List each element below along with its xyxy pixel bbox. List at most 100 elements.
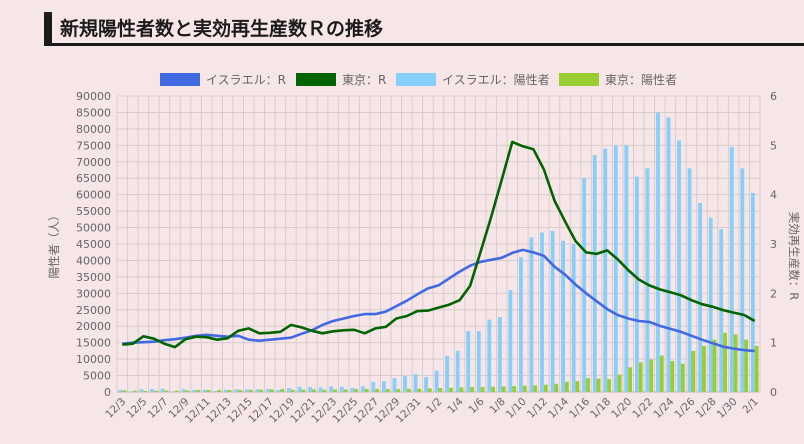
bar-tokyo-cases: [417, 388, 422, 392]
bar-israel-cases: [308, 387, 313, 392]
x-tick-label: 1/14: [546, 395, 571, 420]
bar-tokyo-cases: [196, 390, 200, 392]
bar-tokyo-cases: [617, 374, 622, 392]
y-tick-label-left: 60000: [76, 189, 111, 202]
bar-israel-cases: [192, 390, 197, 392]
bar-israel-cases: [297, 386, 302, 392]
bar-tokyo-cases: [638, 362, 643, 392]
x-tick-label: 1/20: [609, 396, 634, 421]
y-tick-label-left: 50000: [76, 222, 111, 235]
y-tick-label-left: 45000: [76, 238, 111, 251]
bar-israel-cases: [339, 386, 344, 392]
bar-israel-cases: [223, 389, 228, 392]
bar-israel-cases: [561, 240, 565, 392]
bar-israel-cases: [677, 140, 681, 392]
y-tick-label-left: 0: [104, 386, 111, 399]
bar-tokyo-cases: [438, 388, 443, 392]
bar-israel-cases: [666, 117, 671, 392]
x-tick-label: 12/3: [103, 396, 128, 421]
bar-tokyo-cases: [385, 389, 390, 392]
bar-tokyo-cases: [164, 390, 169, 392]
y-tick-label-left: 65000: [76, 172, 111, 185]
bar-israel-cases: [656, 112, 660, 392]
bar-israel-cases: [455, 350, 460, 392]
bar-tokyo-cases: [522, 385, 527, 392]
bar-israel-cases: [392, 378, 397, 392]
y-tick-label-left: 75000: [76, 139, 111, 152]
bar-tokyo-cases: [153, 390, 158, 392]
bar-israel-cases: [592, 155, 597, 392]
bar-tokyo-cases: [607, 379, 611, 392]
bar-israel-cases: [329, 386, 334, 392]
bar-tokyo-cases: [512, 386, 517, 392]
bar-israel-cases: [234, 389, 239, 392]
y-tick-label-left: 40000: [76, 254, 111, 267]
y-tick-label-left: 80000: [76, 123, 111, 136]
bar-tokyo-cases: [575, 381, 580, 392]
bar-israel-cases: [160, 388, 165, 392]
y-tick-label-left: 5000: [83, 370, 111, 383]
legend-label: 東京：R: [342, 73, 386, 87]
x-tick-label: 2/1: [740, 396, 760, 416]
y-tick-label-right: 0: [770, 386, 777, 399]
y-tick-label-left: 90000: [76, 90, 111, 103]
bar-israel-cases: [371, 382, 376, 392]
bar-israel-cases: [603, 148, 608, 392]
bar-tokyo-cases: [702, 345, 706, 392]
bar-israel-cases: [645, 168, 650, 392]
y-tick-label-left: 15000: [76, 337, 111, 350]
bar-tokyo-cases: [280, 389, 285, 392]
bar-tokyo-cases: [586, 378, 590, 392]
bar-israel-cases: [750, 193, 755, 392]
y-tick-label-right: 6: [770, 90, 777, 103]
bar-israel-cases: [613, 145, 618, 392]
bar-tokyo-cases: [301, 389, 306, 392]
bar-israel-cases: [687, 168, 692, 392]
y-tick-label-left: 20000: [76, 320, 111, 333]
bar-tokyo-cases: [375, 389, 380, 392]
x-tick-label: 1/6: [466, 395, 487, 416]
bar-tokyo-cases: [670, 361, 675, 392]
bar-israel-cases: [740, 168, 745, 392]
legend-swatch: [396, 73, 436, 86]
bar-israel-cases: [202, 389, 207, 392]
bar-tokyo-cases: [354, 389, 358, 392]
bar-israel-cases: [445, 355, 450, 392]
y-tick-label-left: 25000: [76, 304, 111, 317]
bar-israel-cases: [729, 146, 734, 392]
bar-tokyo-cases: [290, 389, 295, 392]
x-tick-label: 12/5: [124, 396, 149, 421]
bar-tokyo-cases: [733, 334, 738, 392]
bar-tokyo-cases: [480, 387, 485, 392]
y-axis-title-right: 実効再生産数：R: [787, 212, 801, 301]
y-tick-label-right: 4: [770, 189, 777, 202]
bar-israel-cases: [382, 381, 386, 392]
bar-tokyo-cases: [122, 390, 127, 392]
bar-tokyo-cases: [691, 350, 696, 392]
bar-tokyo-cases: [459, 387, 464, 392]
bar-israel-cases: [350, 388, 355, 392]
bar-tokyo-cases: [501, 386, 506, 392]
bar-israel-cases: [698, 202, 703, 392]
y-tick-label-right: 1: [770, 337, 777, 350]
bar-israel-cases: [360, 386, 365, 392]
bar-tokyo-cases: [427, 388, 432, 392]
bar-tokyo-cases: [185, 390, 190, 392]
bar-tokyo-cases: [680, 363, 685, 392]
bar-israel-cases: [181, 389, 186, 392]
x-tick-label: 1/10: [504, 396, 529, 421]
bar-israel-cases: [497, 317, 502, 392]
bar-israel-cases: [413, 374, 418, 392]
bar-tokyo-cases: [649, 359, 654, 392]
bar-tokyo-cases: [343, 389, 348, 392]
bar-tokyo-cases: [132, 390, 137, 392]
x-tick-label: 1/28: [694, 396, 719, 421]
bar-israel-cases: [266, 389, 270, 392]
bar-tokyo-cases: [449, 387, 453, 392]
bar-tokyo-cases: [491, 386, 495, 392]
y-tick-label-left: 85000: [76, 106, 111, 119]
bar-tokyo-cases: [744, 339, 748, 392]
bar-tokyo-cases: [217, 390, 221, 392]
bar-israel-cases: [519, 257, 523, 392]
bar-tokyo-cases: [723, 332, 727, 392]
